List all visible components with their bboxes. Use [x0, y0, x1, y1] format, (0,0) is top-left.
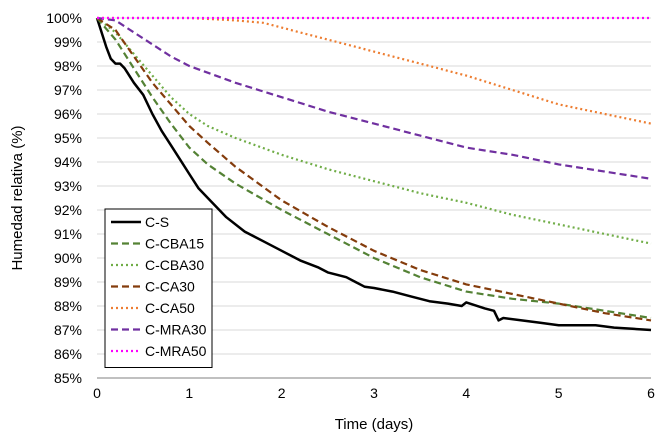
- y-tick-label: 100%: [46, 10, 82, 26]
- y-tick-label: 86%: [54, 346, 82, 362]
- y-axis-title: Humedad relativa (%): [9, 125, 26, 270]
- x-tick-label: 5: [555, 385, 563, 401]
- y-tick-label: 99%: [54, 34, 82, 50]
- legend: C-S C-CBA15 C-CBA30 C-CA30 C-CA50 C-MRA30 C-MR…: [105, 209, 212, 368]
- x-tick-labels: 0 1 2 3 4 5 6: [93, 385, 655, 401]
- y-tick-label: 97%: [54, 82, 82, 98]
- y-tick-label: 87%: [54, 322, 82, 338]
- y-tick-label: 88%: [54, 298, 82, 314]
- y-tick-label: 95%: [54, 130, 82, 146]
- y-tick-labels: 85% 86% 87% 88% 89% 90% 91% 92% 93% 94% 95% 96% 97% 9…: [46, 10, 82, 386]
- x-tick-label: 0: [93, 385, 101, 401]
- legend-label: C-CA50: [145, 300, 195, 316]
- x-axis-title: Time (days): [335, 416, 414, 433]
- y-tick-label: 96%: [54, 106, 82, 122]
- y-tick-label: 92%: [54, 202, 82, 218]
- y-tick-label: 94%: [54, 154, 82, 170]
- legend-label: C-MRA50: [145, 343, 207, 359]
- y-tick-label: 93%: [54, 178, 82, 194]
- y-tick-label: 98%: [54, 58, 82, 74]
- y-tick-label: 90%: [54, 250, 82, 266]
- legend-label: C-CBA30: [145, 257, 204, 273]
- x-tick-label: 3: [370, 385, 378, 401]
- x-tick-label: 1: [185, 385, 193, 401]
- series-line-c-ca50: [97, 18, 651, 124]
- legend-label: C-CA30: [145, 279, 195, 295]
- x-tick-label: 6: [647, 385, 655, 401]
- legend-label: C-S: [145, 214, 169, 230]
- y-tick-label: 89%: [54, 274, 82, 290]
- y-tick-label: 91%: [54, 226, 82, 242]
- y-tick-label: 85%: [54, 370, 82, 386]
- x-tick-label: 2: [278, 385, 286, 401]
- legend-label: C-MRA30: [145, 322, 207, 338]
- legend-label: C-CBA15: [145, 236, 204, 252]
- x-tick-label: 4: [462, 385, 470, 401]
